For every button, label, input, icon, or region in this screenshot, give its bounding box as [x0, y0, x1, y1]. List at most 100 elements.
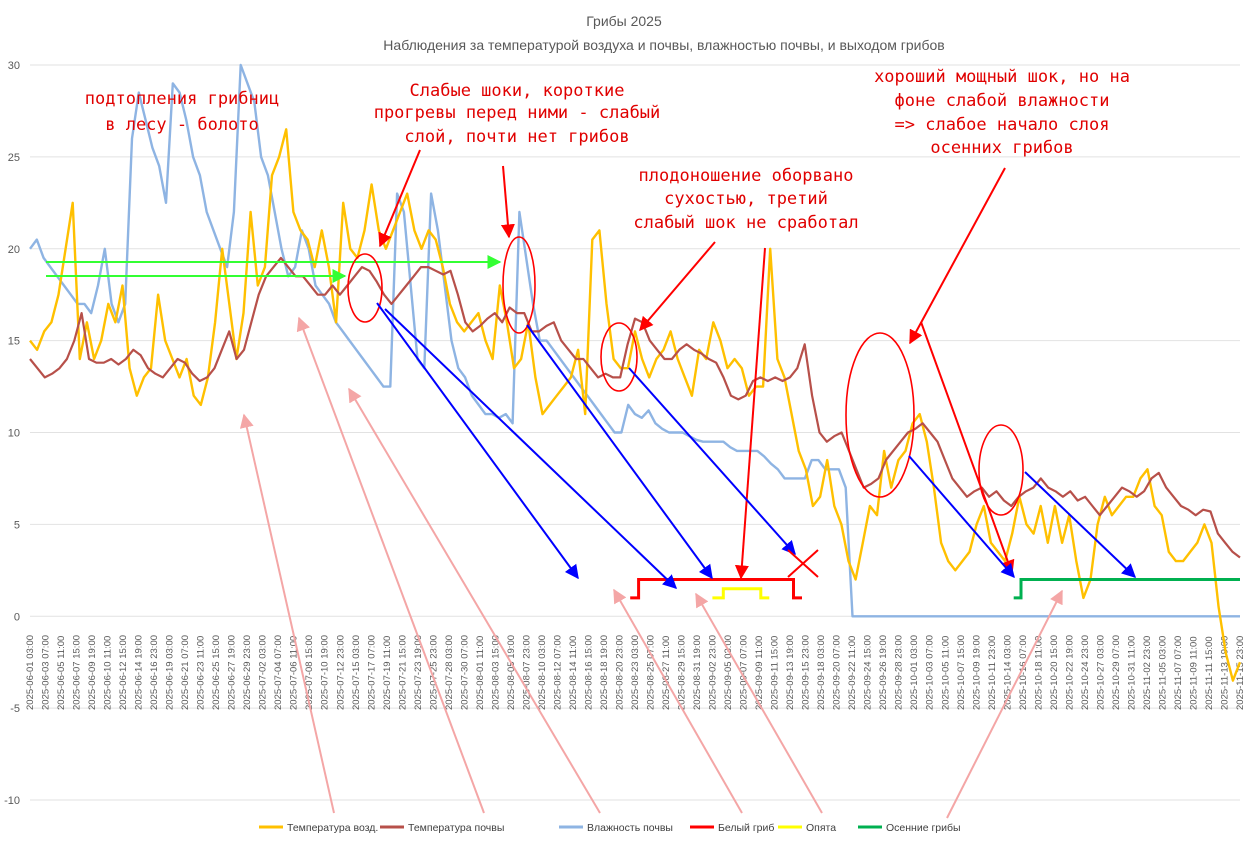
x-tick-label: 2025-09-07 07:00 [739, 635, 750, 710]
x-tick-label: 2025-08-23 03:00 [630, 635, 641, 710]
x-tick-label: 2025-08-29 15:00 [677, 635, 688, 710]
x-tick-label: 2025-11-11 15:00 [1204, 636, 1215, 710]
annotation-arrow [734, 247, 766, 580]
annotation-line: сухостью, третий [664, 189, 828, 209]
x-tick-label: 2025-06-05 11:00 [56, 636, 67, 710]
legend-item: Температура почвы [380, 822, 504, 834]
x-tick-label: 2025-10-09 19:00 [971, 635, 982, 710]
y-tick-label: 0 [14, 611, 20, 623]
legend-label: Температура возд. [287, 822, 378, 834]
x-tick-label: 2025-11-13 19:00 [1219, 636, 1230, 710]
y-tick-label: 25 [8, 152, 20, 164]
x-tick-label: 2025-07-06 11:00 [289, 636, 300, 710]
annotation-weak-shocks: Слабые шоки, короткие прогревы перед ним… [374, 81, 661, 147]
annotation-strong-shock: хороший мощный шок, но на фоне слабой вл… [874, 67, 1130, 158]
x-tick-label: 2025-10-29 07:00 [1111, 635, 1122, 710]
annotation-line: => слабое начало слоя [895, 115, 1110, 135]
x-tick-label: 2025-08-12 07:00 [552, 635, 563, 710]
x-tick-label: 2025-09-18 03:00 [816, 635, 827, 710]
series-line [630, 578, 802, 600]
annotation-arrow [500, 165, 515, 239]
x-tick-label: 2025-11-15 23:00 [1235, 636, 1246, 710]
x-tick-label: 2025-08-25 07:00 [646, 635, 657, 710]
x-tick-label: 2025-07-30 07:00 [459, 635, 470, 710]
series-line [29, 128, 1242, 682]
x-tick-label: 2025-06-03 07:00 [41, 635, 52, 710]
x-tick-label: 2025-11-07 07:00 [1173, 636, 1184, 710]
annotation-circle [600, 322, 638, 392]
x-tick-label: 2025-09-13 19:00 [785, 635, 796, 710]
x-tick-label: 2025-06-07 15:00 [72, 635, 83, 710]
x-tick-label: 2025-09-28 23:00 [894, 635, 905, 710]
annotation-circle [347, 253, 383, 323]
x-tick-label: 2025-08-18 19:00 [599, 635, 610, 710]
annotation-line: Слабые шоки, короткие [410, 81, 625, 101]
x-tick-label: 2025-07-15 03:00 [351, 635, 362, 710]
x-tick-label: 2025-08-31 19:00 [692, 635, 703, 710]
annotation-flooding: подтопления грибниц в лесу - болото [85, 89, 279, 135]
series-line [29, 256, 1241, 559]
series-line [1013, 578, 1240, 600]
annotation-line: плодоношение оборвано [639, 166, 854, 186]
x-tick-label: 2025-10-18 11:00 [1033, 636, 1044, 710]
x-tick-label: 2025-06-29 23:00 [242, 635, 253, 710]
x-tick-label: 2025-07-17 07:00 [366, 635, 377, 710]
x-tick-label: 2025-07-04 07:00 [273, 635, 284, 710]
series-line [29, 63, 1240, 618]
chart-subtitle: Наблюдения за температурой воздуха и поч… [383, 37, 944, 53]
annotation-line: фоне слабой влажности [895, 91, 1110, 111]
x-tick-label: 2025-09-05 03:00 [723, 635, 734, 710]
x-tick-label: 2025-10-11 23:00 [987, 636, 998, 710]
legend-item: Влажность почвы [559, 822, 673, 834]
x-axis: 2025-06-01 03:00 2025-06-03 07:00 2025-06-… [25, 635, 1246, 710]
annotation-arrow [920, 321, 1015, 575]
annotation-arrow [348, 387, 601, 814]
x-tick-label: 2025-09-24 15:00 [863, 635, 874, 710]
annotation-circle [845, 332, 915, 498]
x-tick-label: 2025-08-05 19:00 [506, 635, 517, 710]
annotation-arrow [1024, 471, 1137, 578]
annotation-arrow [908, 455, 1015, 579]
x-tick-label: 2025-07-12 23:00 [335, 635, 346, 710]
y-tick-label: -5 [10, 703, 20, 715]
x-tick-label: 2025-09-26 19:00 [878, 635, 889, 710]
x-tick-label: 2025-10-20 15:00 [1049, 635, 1060, 710]
x-tick-label: 2025-06-23 11:00 [196, 636, 207, 710]
legend: Температура возд. Температура почвы Влажно… [259, 822, 961, 834]
x-tick-label: 2025-07-25 23:00 [428, 635, 439, 710]
x-tick-label: 2025-10-24 23:00 [1080, 635, 1091, 710]
annotation-arrow [639, 241, 716, 332]
x-tick-label: 2025-08-07 23:00 [521, 635, 532, 710]
x-tick-label: 2025-10-14 03:00 [1002, 635, 1013, 710]
y-tick-label: 30 [8, 60, 20, 72]
annotation-line: слабый шок не сработал [633, 213, 858, 233]
legend-item: Белый гриб [690, 822, 774, 834]
x-tick-label: 2025-09-15 23:00 [801, 635, 812, 710]
cross-mark [787, 549, 819, 578]
x-tick-label: 2025-06-25 15:00 [211, 635, 222, 710]
x-tick-label: 2025-08-10 03:00 [537, 635, 548, 710]
x-tick-label: 2025-08-27 11:00 [661, 636, 672, 710]
legend-label: Температура почвы [408, 822, 504, 834]
y-tick-label: 5 [14, 519, 20, 531]
x-tick-label: 2025-07-19 11:00 [382, 636, 393, 710]
annotation-arrow [296, 316, 485, 814]
annotation-arrow [695, 592, 823, 814]
x-tick-label: 2025-07-08 15:00 [304, 635, 315, 710]
series-line [712, 587, 770, 600]
x-tick-label: 2025-06-27 19:00 [227, 635, 238, 710]
y-axis: 30 25 20 15 10 5 0 -5 -10 [4, 60, 20, 807]
annotation-line: хороший мощный шок, но на [874, 67, 1130, 87]
annotation-line: подтопления грибниц [85, 89, 279, 109]
annotation-arrow [613, 588, 743, 814]
y-tick-label: 15 [8, 336, 20, 348]
x-tick-label: 2025-07-28 03:00 [444, 635, 455, 710]
x-tick-label: 2025-09-11 15:00 [770, 636, 781, 710]
x-tick-label: 2025-08-01 11:00 [475, 636, 486, 710]
x-tick-label: 2025-06-10 11:00 [103, 636, 114, 710]
y-tick-label: 10 [8, 428, 20, 440]
x-tick-label: 2025-11-09 11:00 [1188, 636, 1199, 710]
x-tick-label: 2025-06-09 19:00 [87, 635, 98, 710]
x-tick-label: 2025-07-02 03:00 [258, 635, 269, 710]
legend-label: Осенние грибы [886, 822, 961, 834]
